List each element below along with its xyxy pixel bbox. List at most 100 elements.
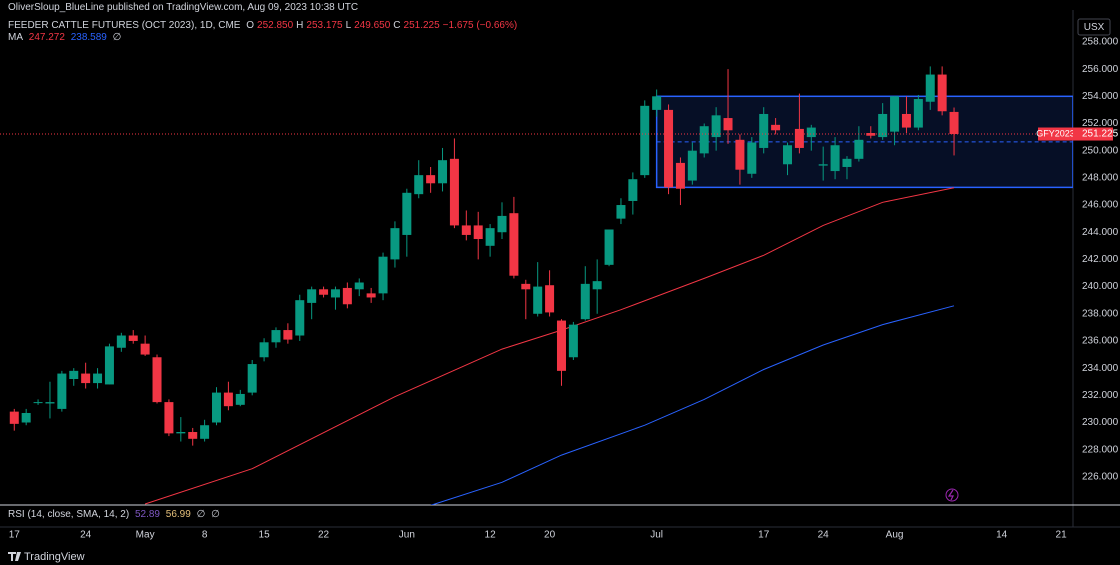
y-tick-label: 258.000 [1082, 37, 1119, 48]
candle-body [473, 225, 483, 240]
y-tick-label: 240.000 [1082, 281, 1119, 292]
y-tick-label: 234.000 [1082, 363, 1119, 374]
x-tick-label: 15 [259, 530, 271, 541]
candle-body [616, 205, 626, 219]
rsi-label: RSI (14, close, SMA, 14, 2) [8, 509, 130, 520]
candle-body [687, 150, 697, 181]
candle-body [128, 335, 138, 341]
y-tick-label: 230.000 [1082, 417, 1119, 428]
candle-body [533, 286, 543, 314]
price-tag-bg [1073, 127, 1113, 141]
publisher-line: OliverSloup_BlueLine published on Tradin… [8, 2, 361, 13]
candle-body [200, 425, 210, 439]
price-tag: 251.225 [1082, 129, 1119, 140]
candle-body [426, 175, 436, 184]
publisher: OliverSloup_BlueLine published on Tradin… [8, 2, 359, 13]
candle-body [842, 158, 852, 167]
moving-average [430, 305, 955, 505]
plot-area [0, 66, 1073, 505]
candle-body [164, 402, 174, 434]
symbol-tag-bg [1038, 127, 1073, 141]
ohlc-key: O [246, 20, 255, 31]
candle-body [21, 412, 31, 423]
candle-body [283, 330, 293, 340]
candle-body [402, 192, 412, 235]
y-tick-label: 228.000 [1082, 444, 1119, 455]
candle-body [188, 432, 198, 439]
candle-body [271, 330, 281, 343]
candle-body [104, 346, 114, 385]
rsi-value: 56.99 [165, 509, 191, 520]
candle-body [176, 432, 186, 434]
ma-label: MA [8, 32, 23, 43]
x-tick-label: 17 [758, 530, 770, 541]
candle-body [830, 145, 840, 172]
candle-body [568, 324, 578, 358]
candle-body [354, 282, 364, 290]
ohlc-value: 253.175 [306, 20, 343, 31]
candle-body [949, 111, 959, 135]
candle-body [414, 175, 424, 195]
ohlc-key: C [393, 20, 401, 31]
x-tick-label: 22 [318, 530, 330, 541]
candle-body [152, 357, 162, 403]
candle-body [9, 411, 19, 424]
candle-body [580, 283, 590, 320]
candle-body [675, 162, 685, 189]
candle-body [794, 128, 804, 148]
y-tick-label: 242.000 [1082, 254, 1119, 265]
candle-body [485, 228, 495, 246]
candle-body [735, 139, 745, 170]
candle-body [81, 373, 91, 384]
y-tick-label: 244.000 [1082, 227, 1119, 238]
candle-body [69, 370, 79, 380]
candle-body [664, 109, 674, 188]
rsi-value: 52.89 [134, 509, 160, 520]
candle-body [307, 289, 317, 303]
candle-body [295, 300, 305, 336]
candle-body [461, 225, 471, 235]
candle-body [747, 142, 757, 174]
candle-body [545, 285, 555, 313]
candle-body [759, 113, 769, 148]
logo-text: TradingView [24, 551, 85, 563]
y-tick-label: 232.000 [1082, 390, 1119, 401]
candle-body [854, 139, 864, 159]
candle-body [438, 160, 448, 184]
candle-body [259, 342, 269, 358]
candle-body [449, 158, 459, 226]
ma-value: 238.589 [70, 32, 107, 43]
moving-average [144, 187, 955, 505]
y-tick-label: 254.000 [1082, 91, 1119, 102]
y-tick-label: 236.000 [1082, 336, 1119, 347]
candle-body [521, 283, 531, 290]
ohlc-value: 249.650 [354, 20, 391, 31]
x-tick-label: 12 [485, 530, 497, 541]
y-tick-label: 252.000 [1082, 118, 1119, 129]
candle-body [378, 256, 388, 294]
candle-body [711, 115, 721, 138]
x-tick-label: Aug [886, 530, 904, 541]
x-tick-label: Jun [399, 530, 415, 541]
candle-body [223, 392, 233, 407]
candle-body [723, 118, 733, 131]
currency: USX [1084, 22, 1105, 33]
candle-body [925, 74, 935, 102]
x-tick-label: Jul [650, 530, 663, 541]
candle-body [890, 96, 900, 132]
candle-body [140, 343, 150, 355]
x-tick-label: 24 [80, 530, 92, 541]
rsi-legend: RSI (14, close, SMA, 14, 2) 52.89 56.99 … [8, 509, 223, 520]
ma-legend: MA 247.272 238.589 ∅ [8, 32, 124, 43]
currency-box[interactable] [1077, 18, 1111, 36]
x-tick-label: 21 [1056, 530, 1068, 541]
candle-body [247, 364, 257, 393]
event-icon[interactable] [945, 488, 959, 502]
candle-body [235, 393, 245, 405]
candle-body [878, 113, 888, 138]
ma-value: 247.272 [28, 32, 65, 43]
y-tick-label: 250.000 [1082, 145, 1119, 156]
candle-body [342, 287, 352, 305]
ohlc-key: L [345, 20, 352, 31]
